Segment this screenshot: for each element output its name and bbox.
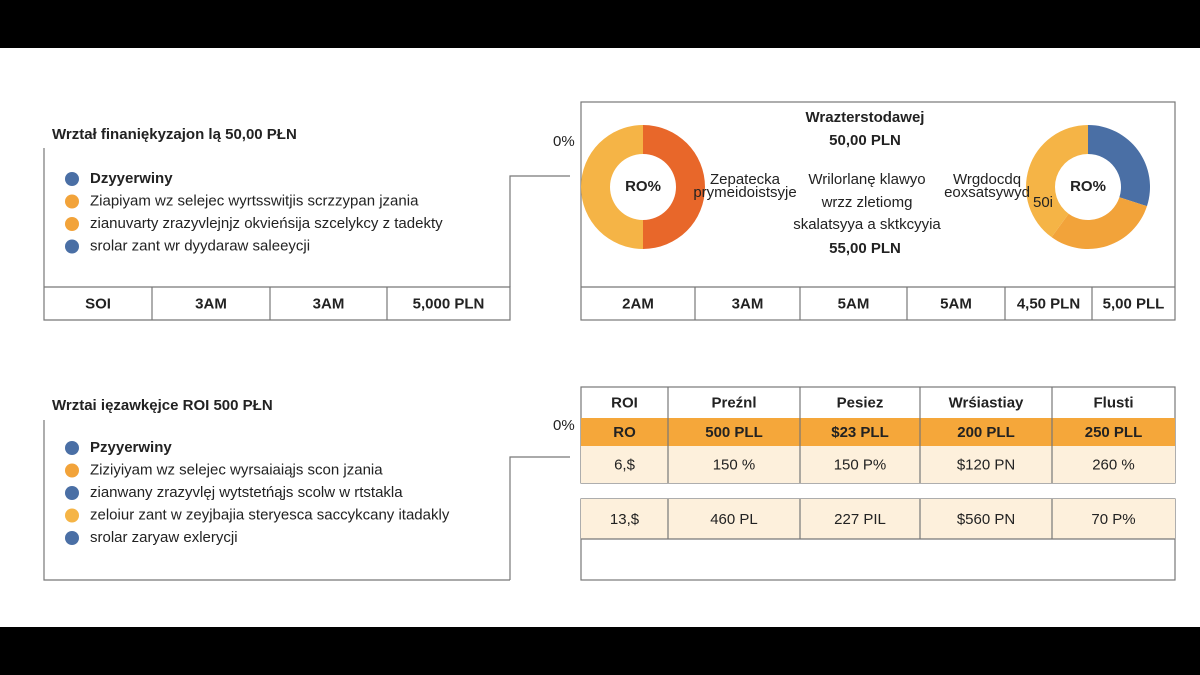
donut-label: RO% — [1070, 178, 1106, 195]
donut-segment — [1088, 125, 1150, 207]
top-bar — [0, 0, 1200, 48]
summary-amount: 50,00 PLN — [829, 132, 901, 149]
table-row — [581, 418, 1175, 446]
table-cell: 200 PLL — [957, 424, 1015, 441]
legend-text: zianuvarty zrazyvlejnjz okvieńsija szcel… — [90, 215, 443, 232]
donut-segment — [581, 125, 643, 249]
donut-caption: Zepatecka — [710, 171, 781, 188]
donut-segment — [1026, 125, 1088, 238]
legend-bullet — [65, 486, 79, 500]
connector — [509, 175, 570, 287]
table-cell: $23 PLL — [831, 424, 889, 441]
summary-heading: Wrazterstodawej — [806, 109, 925, 126]
donut-caption: Wrgdocdq — [953, 171, 1021, 188]
legend-bullet — [65, 441, 79, 455]
legend-bullet — [65, 172, 79, 186]
legend-text: Dzyyerwiny — [90, 170, 173, 187]
donut-segment — [643, 125, 705, 249]
legend-text: srolar zant wr dyydaraw saleeycji — [90, 237, 310, 254]
table-cell: 6,$ — [614, 456, 636, 473]
donut-caption: prymeidoistsyje — [693, 184, 796, 201]
table-cell: Flusti — [1094, 394, 1134, 411]
table-cell: $120 PN — [957, 456, 1015, 473]
legend-text: srolar zaryaw exlerycji — [90, 529, 238, 546]
left-frame — [43, 420, 510, 581]
left-frame — [43, 148, 511, 321]
table-cell: 260 % — [1092, 456, 1135, 473]
table-cell: 2AM — [622, 295, 654, 312]
table-cell: SOI — [85, 295, 111, 312]
legend-text: zeloiur zant w zeyjbajia steryesca saccy… — [90, 506, 450, 523]
segment-label: 50i — [1033, 194, 1053, 211]
table-cell: 5AM — [940, 295, 972, 312]
legend-bullet — [65, 194, 79, 209]
section-title: Wrztał finaniękyzajon lą 50,00 PŁN — [52, 126, 297, 143]
connector — [509, 456, 570, 580]
table-cell: 5,000 PLN — [413, 295, 485, 312]
table-row — [581, 499, 1175, 539]
table-cell: 3AM — [313, 295, 345, 312]
summary-line: skalatsyya a sktkcyyia — [793, 216, 941, 233]
legend-bullet — [65, 239, 79, 254]
legend-bullet — [65, 217, 79, 231]
scale-label: 0% — [553, 133, 575, 150]
bottom-bar — [0, 627, 1200, 675]
table-cell: 150 P% — [834, 456, 887, 473]
summary-frame — [580, 101, 1176, 321]
donut-label: RO% — [625, 178, 661, 195]
table-cell: 5AM — [838, 295, 870, 312]
summary-line: Wrilorlanę klawyo — [808, 171, 925, 188]
summary-total: 55,00 PLN — [829, 240, 901, 257]
table-cell: 250 PLL — [1085, 424, 1143, 441]
table-cell: 500 PLL — [705, 424, 763, 441]
legend-text: Ziziyiyam wz selejec wyrsaiaiąjs scon jz… — [90, 461, 383, 478]
summary-line: wrzz zletiomg — [821, 194, 913, 211]
table-cell: 70 P% — [1091, 511, 1135, 528]
legend-text: Pzyyerwiny — [90, 439, 172, 456]
table-cell: 3AM — [732, 295, 764, 312]
legend-bullet — [65, 531, 79, 545]
table-cell: 150 % — [713, 456, 756, 473]
table-cell: Preźnl — [711, 394, 756, 411]
legend-bullet — [65, 508, 79, 523]
donut-caption: eoxsatsywyd — [944, 184, 1030, 201]
scale-label: 0% — [553, 417, 575, 434]
table-cell: Wrśiastiay — [949, 394, 1024, 411]
section-title: Wrztai ięzawkęjce ROI 500 PŁN — [52, 397, 273, 414]
table-cell: Pesiez — [837, 394, 884, 411]
table-cell: RO — [613, 424, 636, 441]
table-cell: 5,00 PLL — [1103, 295, 1165, 312]
table-cell: 13,$ — [610, 511, 640, 528]
table-cell: ROI — [611, 394, 638, 411]
table-cell: 4,50 PLN — [1017, 295, 1080, 312]
legend-text: zianwany zrazyvlęj wytstetńąjs scolw w r… — [90, 484, 403, 501]
donut-segment — [1051, 197, 1147, 249]
table-cell: $560 PN — [957, 511, 1015, 528]
table-cell: 227 PIL — [834, 511, 886, 528]
table-cell: 460 PL — [710, 511, 758, 528]
legend-text: Ziapiyam wz selejec wyrtsswitjis scrzzyp… — [90, 192, 419, 209]
legend-bullet — [65, 463, 79, 478]
table-row — [581, 446, 1175, 483]
table-cell: 3AM — [195, 295, 227, 312]
